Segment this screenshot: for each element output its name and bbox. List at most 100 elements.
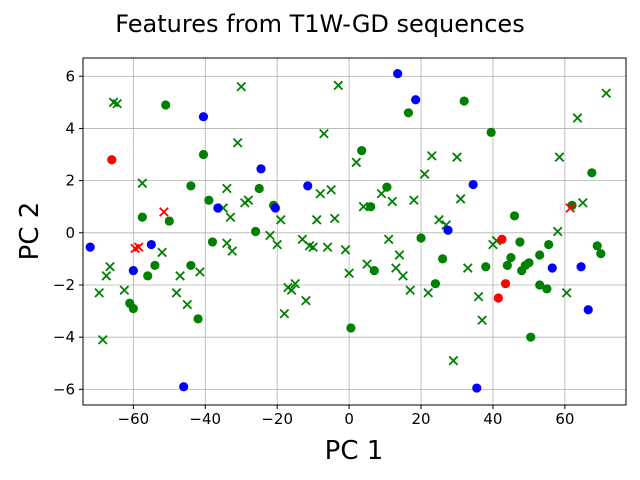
data-point-circle	[303, 181, 313, 191]
data-point-x	[308, 242, 318, 252]
data-point-circle	[587, 168, 597, 178]
data-point-x	[572, 113, 583, 123]
data-point-x	[394, 250, 405, 260]
data-point-x	[387, 196, 398, 207]
data-point-circle	[583, 305, 593, 315]
data-point-x	[473, 291, 484, 302]
plot-frame	[82, 57, 627, 406]
data-point-circle	[486, 127, 496, 137]
x-tick-label: 20	[411, 410, 430, 428]
x-tick-label: −60	[118, 410, 150, 428]
data-point-x	[398, 271, 408, 281]
y-axis-label: PC 2	[15, 202, 45, 261]
data-point-circle	[251, 226, 261, 237]
data-point-circle	[198, 149, 209, 160]
data-point-circle	[547, 263, 557, 273]
data-points	[85, 69, 612, 393]
data-point-circle	[186, 260, 196, 271]
data-point-x	[94, 287, 105, 298]
data-point-x	[133, 242, 144, 252]
data-point-x	[344, 268, 354, 279]
y-tick-label: −2	[53, 276, 75, 294]
data-point-x	[554, 152, 565, 162]
data-point-x	[552, 226, 563, 237]
data-point-x	[182, 299, 193, 310]
data-point-x	[137, 178, 148, 189]
data-point-circle	[85, 242, 95, 252]
x-tick-label: 0	[344, 410, 354, 428]
data-point-circle	[393, 69, 403, 79]
data-point-circle	[500, 279, 511, 289]
data-point-x	[358, 201, 369, 212]
data-point-circle	[186, 181, 196, 191]
data-point-x	[97, 334, 108, 345]
data-point-x	[112, 98, 122, 109]
data-point-x	[222, 183, 232, 194]
data-point-x	[408, 195, 419, 206]
data-point-circle	[254, 183, 264, 194]
data-point-x	[351, 157, 362, 168]
data-point-x	[279, 308, 290, 319]
data-point-x	[565, 203, 576, 213]
data-point-circle	[137, 212, 147, 222]
data-point-circle	[107, 155, 117, 165]
data-point-circle	[502, 260, 512, 271]
data-point-x	[462, 263, 473, 273]
chart-title: Features from T1W-GD sequences	[115, 10, 524, 38]
data-point-circle	[143, 271, 153, 281]
data-point-x	[383, 234, 394, 245]
data-point-circle	[520, 260, 530, 271]
data-point-x	[578, 197, 588, 208]
data-point-x	[376, 188, 387, 199]
data-point-x	[340, 244, 351, 255]
data-point-circle	[416, 233, 426, 243]
data-point-x	[222, 238, 232, 249]
data-point-x	[175, 271, 185, 281]
data-point-x	[157, 247, 167, 258]
x-tick-label: −20	[261, 410, 293, 428]
data-point-circle	[128, 303, 138, 314]
data-point-x	[272, 239, 283, 250]
data-point-circle	[179, 382, 189, 392]
data-point-circle	[472, 383, 482, 393]
data-point-x	[105, 261, 115, 272]
data-point-x	[322, 242, 333, 252]
data-point-x	[195, 267, 205, 277]
data-point-circle	[443, 225, 453, 235]
data-point-circle	[411, 95, 421, 105]
data-point-x	[315, 188, 326, 199]
x-axis-ticks: −60 −40 −20 0 20 40 60	[118, 405, 574, 428]
y-tick-label: 6	[65, 67, 75, 85]
data-point-circle	[357, 146, 367, 156]
data-point-x	[319, 128, 329, 139]
data-point-x	[159, 207, 169, 217]
data-point-circle	[346, 323, 356, 333]
data-point-x	[419, 169, 430, 179]
x-tick-label: 40	[483, 410, 502, 428]
data-point-x	[326, 184, 336, 195]
x-tick-label: −40	[189, 410, 221, 428]
data-point-x	[405, 285, 416, 296]
data-point-circle	[430, 279, 441, 289]
data-point-x	[455, 194, 466, 204]
data-point-circle	[256, 164, 266, 174]
data-point-x	[448, 355, 459, 366]
y-tick-label: 4	[65, 119, 75, 137]
data-point-circle	[515, 237, 525, 247]
data-point-circle	[438, 254, 448, 264]
data-point-x	[227, 246, 238, 256]
data-point-x	[601, 88, 612, 99]
data-point-x	[225, 212, 236, 222]
data-point-circle	[596, 249, 606, 259]
data-point-circle	[213, 203, 223, 213]
data-point-x	[236, 81, 247, 92]
data-point-x	[333, 80, 344, 91]
data-point-x	[290, 278, 301, 289]
y-tick-label: 2	[65, 172, 75, 190]
grid-lines	[83, 58, 626, 405]
data-point-circle	[207, 237, 218, 247]
data-point-circle	[128, 266, 138, 276]
data-point-x	[561, 287, 572, 298]
data-point-circle	[535, 280, 545, 290]
